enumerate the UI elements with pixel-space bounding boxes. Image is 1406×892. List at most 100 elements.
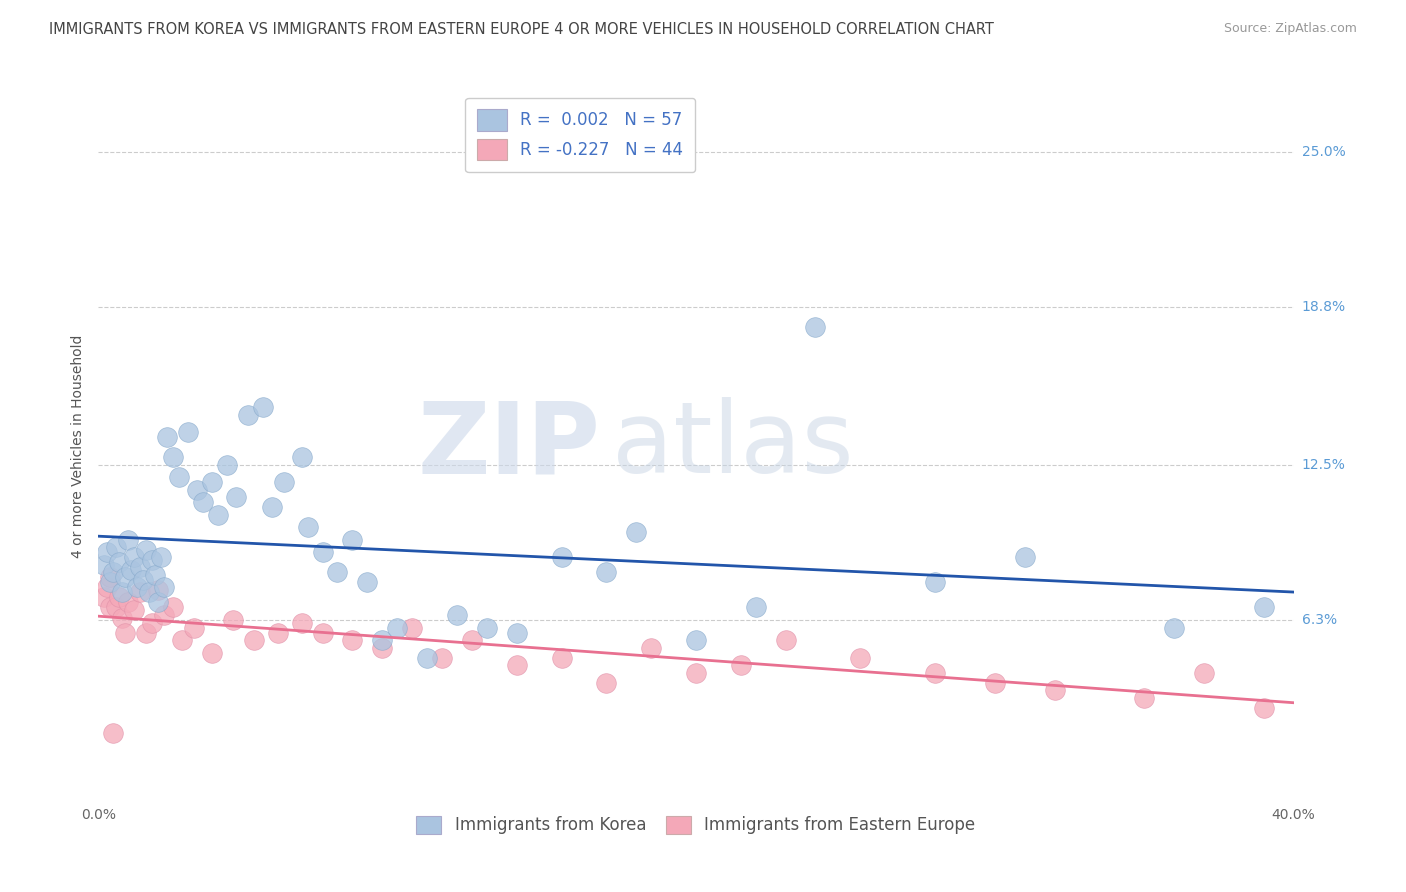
Point	[626, 525, 648, 540]
Point	[225, 491, 247, 505]
Point	[141, 553, 163, 567]
Point	[550, 650, 572, 665]
Text: 18.8%: 18.8%	[1302, 300, 1346, 314]
Point	[135, 625, 157, 640]
Point	[138, 585, 160, 599]
Point	[132, 573, 155, 587]
Point	[356, 575, 378, 590]
Point	[108, 556, 131, 570]
Point	[98, 570, 122, 584]
Point	[297, 520, 319, 534]
Point	[117, 595, 139, 609]
Point	[186, 483, 208, 497]
Point	[129, 560, 152, 574]
Point	[98, 600, 122, 615]
Point	[326, 566, 349, 580]
Point	[111, 610, 134, 624]
Point	[1253, 600, 1275, 615]
Point	[108, 591, 131, 605]
Point	[201, 475, 224, 490]
Point	[93, 591, 115, 605]
Point	[153, 607, 176, 622]
Point	[311, 625, 333, 640]
Point	[167, 470, 190, 484]
Point	[124, 603, 146, 617]
Point	[416, 650, 439, 665]
Point	[191, 495, 214, 509]
Point	[207, 508, 229, 522]
Point	[730, 658, 752, 673]
Point	[103, 566, 125, 580]
Point	[371, 633, 394, 648]
Point	[849, 650, 872, 665]
Point	[446, 607, 468, 622]
Point	[243, 633, 266, 648]
Point	[222, 613, 245, 627]
Point	[162, 600, 184, 615]
Point	[311, 545, 333, 559]
Point	[124, 550, 146, 565]
Point	[156, 430, 179, 444]
Point	[804, 320, 827, 334]
Point	[461, 633, 484, 648]
Point	[260, 500, 283, 515]
Point	[342, 533, 364, 547]
Point	[385, 621, 409, 635]
Point	[924, 575, 946, 590]
Point	[114, 570, 136, 584]
Point	[1163, 621, 1185, 635]
Point	[685, 633, 707, 648]
Point	[1014, 550, 1036, 565]
Point	[201, 646, 224, 660]
Point	[183, 621, 205, 635]
Text: atlas: atlas	[613, 398, 853, 494]
Point	[98, 575, 122, 590]
Point	[172, 633, 194, 648]
Point	[111, 585, 134, 599]
Text: ZIP: ZIP	[418, 398, 600, 494]
Text: Source: ZipAtlas.com: Source: ZipAtlas.com	[1223, 22, 1357, 36]
Legend: Immigrants from Korea, Immigrants from Eastern Europe: Immigrants from Korea, Immigrants from E…	[409, 809, 983, 841]
Point	[775, 633, 797, 648]
Point	[120, 563, 142, 577]
Point	[135, 542, 157, 557]
Point	[267, 625, 290, 640]
Point	[273, 475, 295, 490]
Point	[127, 581, 149, 595]
Point	[924, 665, 946, 680]
Point	[236, 408, 259, 422]
Point	[103, 725, 125, 739]
Point	[1253, 700, 1275, 714]
Point	[371, 640, 394, 655]
Point	[141, 615, 163, 630]
Point	[595, 566, 617, 580]
Point	[114, 625, 136, 640]
Point	[745, 600, 768, 615]
Point	[1043, 683, 1066, 698]
Point	[148, 595, 170, 609]
Point	[143, 568, 166, 582]
Point	[105, 600, 128, 615]
Point	[93, 558, 115, 572]
Y-axis label: 4 or more Vehicles in Household: 4 or more Vehicles in Household	[72, 334, 86, 558]
Point	[640, 640, 662, 655]
Point	[430, 650, 453, 665]
Point	[291, 450, 314, 465]
Point	[342, 633, 364, 648]
Point	[291, 615, 314, 630]
Text: 25.0%: 25.0%	[1302, 145, 1346, 159]
Point	[105, 541, 128, 555]
Point	[550, 550, 572, 565]
Point	[984, 675, 1007, 690]
Point	[117, 533, 139, 547]
Text: 6.3%: 6.3%	[1302, 613, 1337, 627]
Point	[595, 675, 617, 690]
Point	[96, 581, 118, 595]
Point	[252, 400, 274, 414]
Point	[401, 621, 423, 635]
Point	[96, 545, 118, 559]
Point	[148, 582, 170, 597]
Point	[685, 665, 707, 680]
Point	[475, 621, 498, 635]
Point	[150, 550, 173, 565]
